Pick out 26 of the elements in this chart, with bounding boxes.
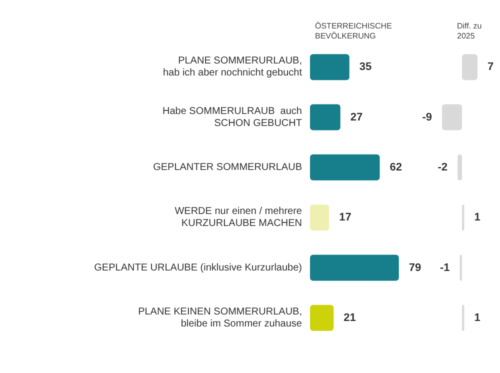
bar	[310, 254, 399, 281]
data-label: -9	[422, 111, 432, 124]
data-label: 17	[339, 212, 352, 224]
y-tick-label: GEPLANTE URLAUBE (inklusive Kurzurlaube)	[94, 262, 302, 274]
y-tick-label: Habe SOMMERULRAUB auch SCHON GEBUCHT	[162, 106, 302, 129]
data-label: 21	[344, 312, 356, 324]
data-label: 35	[359, 61, 372, 74]
data-label: 79	[408, 262, 422, 274]
data-label: 27	[350, 111, 363, 124]
data-label: 7	[488, 61, 494, 74]
chart-title: Diff. zu 2025	[457, 22, 482, 40]
y-tick-label: WERDE nur einen / mehrere KURZURLAUBE MACHEN	[174, 206, 302, 230]
chart-title: ÖSTERREICHISCHE BEVÖLKERUNG	[315, 22, 392, 40]
y-tick-label: PLANE KEINEN SOMMERURLAUB, bleibe im Sommer zuhause	[138, 306, 302, 330]
bar	[310, 104, 340, 130]
bar	[310, 304, 334, 331]
bar	[310, 54, 350, 80]
bar	[310, 154, 380, 180]
y-tick-label: PLANE SOMMERURLAUB, hab ich aber nochnicht gebucht	[163, 56, 302, 79]
data-label: -1	[440, 262, 450, 274]
data-label: 1	[474, 312, 480, 324]
data-label: 1	[474, 212, 480, 224]
y-tick-label: GEPLANTER SOMMERURLAUB	[153, 162, 302, 173]
data-label: 62	[390, 161, 402, 174]
data-label: -2	[438, 161, 448, 174]
bar	[310, 204, 330, 231]
